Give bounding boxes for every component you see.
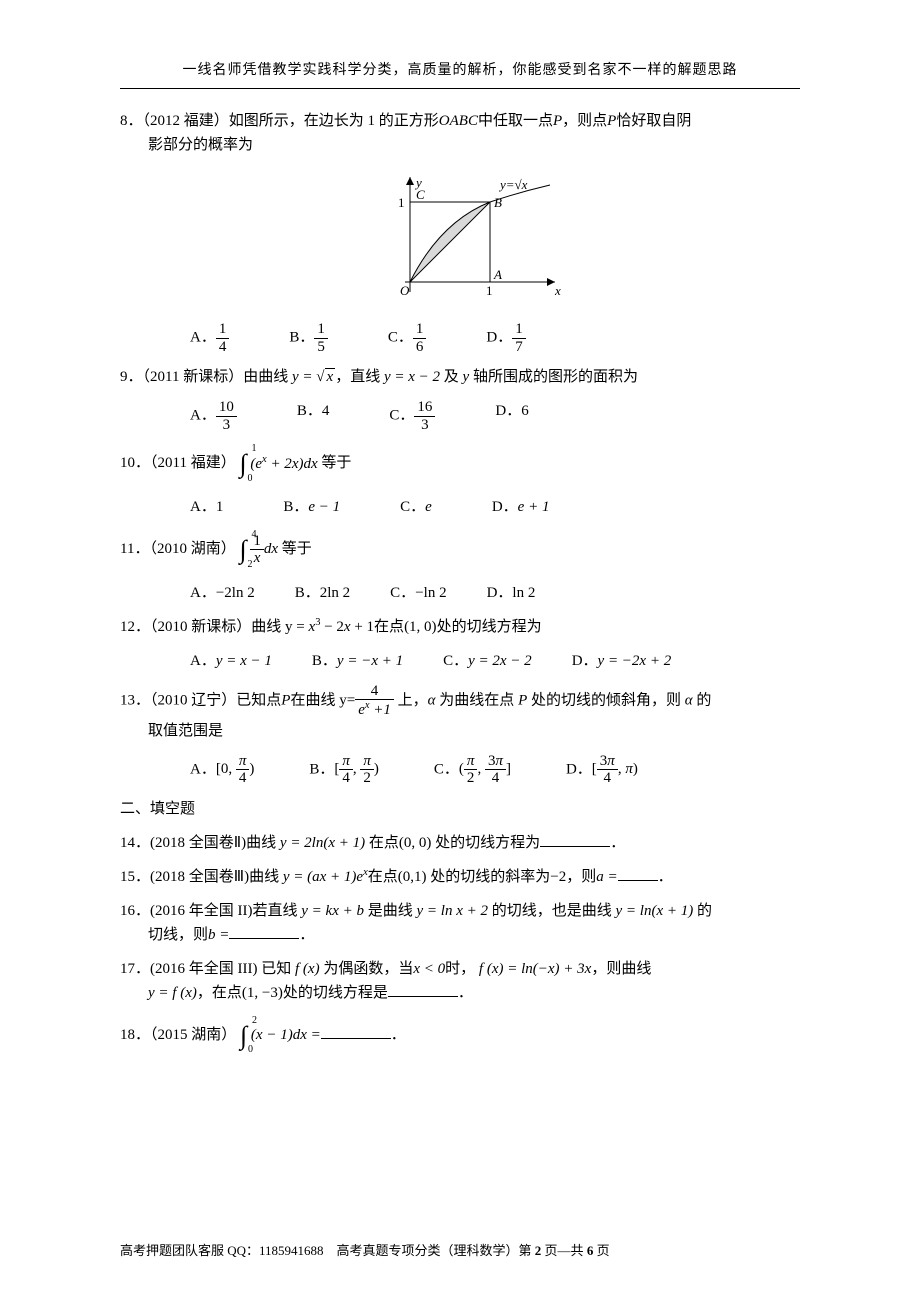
svg-text:B: B <box>494 195 502 210</box>
choice-c: C．y = 2x − 2 <box>443 649 532 673</box>
q9-choices: A．103 B．4 C．163 D．6 <box>120 399 800 433</box>
choice-d: D．17 <box>486 321 525 355</box>
choice-a: A．14 <box>190 321 229 355</box>
svg-text:A: A <box>493 267 502 282</box>
choice-a: A．103 <box>190 399 237 433</box>
q12-choices: A．y = x − 1 B．y = −x + 1 C．y = 2x − 2 D．… <box>120 649 800 673</box>
question-11: 11．（2010 湖南） ∫42 1xdx 等于 <box>120 529 800 571</box>
choice-d: D．e + 1 <box>492 495 550 519</box>
choice-b: B．y = −x + 1 <box>312 649 403 673</box>
blank <box>618 865 658 881</box>
q8-figure: O C B A 1 1 y x y=√x <box>120 167 800 315</box>
question-12: 12．（2010 新课标）曲线 y = x3 − 2x + 1在点(1, 0)处… <box>120 615 800 639</box>
question-10: 10．（2011 福建） ∫10 (ex + 2x)dx 等于 <box>120 443 800 485</box>
question-8: 8．（2012 福建）如图所示，在边长为 1 的正方形OABC中任取一点P，则点… <box>120 109 800 157</box>
blank <box>540 831 610 847</box>
choice-c: C．(π2, 3π4] <box>434 753 511 787</box>
question-18: 18．（2015 湖南） ∫20 (x − 1)dx =． <box>120 1015 800 1057</box>
q10-choices: A．1 B．e − 1 C．e D．e + 1 <box>120 495 800 519</box>
q-src: （2012 福建） <box>143 113 229 129</box>
choice-b: B．2ln 2 <box>295 581 350 605</box>
choice-a: A．1 <box>190 495 223 519</box>
svg-text:y: y <box>414 175 422 190</box>
choice-c: C．e <box>400 495 432 519</box>
choice-b: B．4 <box>297 399 330 433</box>
choice-b: B．[π4, π2) <box>309 753 379 787</box>
blank <box>388 981 458 997</box>
q-num: 8． <box>120 113 143 129</box>
choice-a: A．[0, π4) <box>190 753 254 787</box>
blank <box>321 1023 391 1039</box>
svg-text:1: 1 <box>486 283 493 298</box>
svg-text:y=√x: y=√x <box>498 177 528 192</box>
question-16: 16．(2016 年全国 II)若直线 y = kx + b 是曲线 y = l… <box>120 899 800 947</box>
sqrt-curve-figure: O C B A 1 1 y x y=√x <box>350 167 570 307</box>
question-9: 9．（2011 新课标）由曲线 y = √x，直线 y = x − 2 及 y … <box>120 365 800 389</box>
blank <box>229 923 299 939</box>
choice-d: D．[3π4, π) <box>566 753 638 787</box>
choice-a: A．−2ln 2 <box>190 581 255 605</box>
q8-choices: A．14 B．15 C．16 D．17 <box>120 321 800 355</box>
question-13: 13．（2010 辽宁）已知点P在曲线 y=4ex +1 上，α 为曲线在点 P… <box>120 683 800 743</box>
svg-text:O: O <box>400 283 410 298</box>
question-17: 17．(2016 年全国 III) 已知 f (x) 为偶函数，当x < 0时，… <box>120 957 800 1005</box>
page-header: 一线名师凭借教学实践科学分类，高质量的解析，你能感受到名家不一样的解题思路 <box>120 60 800 82</box>
question-14: 14．(2018 全国卷Ⅱ)曲线 y = 2ln(x + 1) 在点(0, 0)… <box>120 831 800 855</box>
q13-choices: A．[0, π4) B．[π4, π2) C．(π2, 3π4] D．[3π4,… <box>120 753 800 787</box>
choice-c: C．16 <box>388 321 427 355</box>
page: 一线名师凭借教学实践科学分类，高质量的解析，你能感受到名家不一样的解题思路 8．… <box>0 0 920 1302</box>
question-15: 15．(2018 全国卷Ⅲ)曲线 y = (ax + 1)ex在点(0,1) 处… <box>120 865 800 889</box>
header-rule <box>120 88 800 89</box>
page-footer: 高考押题团队客服 QQ：1185941688 高考真题专项分类（理科数学）第 2… <box>120 1241 800 1262</box>
choice-c: C．163 <box>389 399 435 433</box>
integral-icon: ∫42 <box>239 529 246 571</box>
svg-text:1: 1 <box>398 195 405 210</box>
choice-c: C．−ln 2 <box>390 581 446 605</box>
section-2-title: 二、填空题 <box>120 797 800 821</box>
choice-b: B．15 <box>289 321 328 355</box>
integral-icon: ∫10 <box>239 443 246 485</box>
q11-choices: A．−2ln 2 B．2ln 2 C．−ln 2 D．ln 2 <box>120 581 800 605</box>
choice-a: A．y = x − 1 <box>190 649 272 673</box>
choice-b: B．e − 1 <box>283 495 340 519</box>
svg-text:x: x <box>554 283 561 298</box>
choice-d: D．y = −2x + 2 <box>572 649 672 673</box>
integral-icon: ∫20 <box>240 1015 247 1057</box>
choice-d: D．ln 2 <box>487 581 536 605</box>
choice-d: D．6 <box>495 399 528 433</box>
